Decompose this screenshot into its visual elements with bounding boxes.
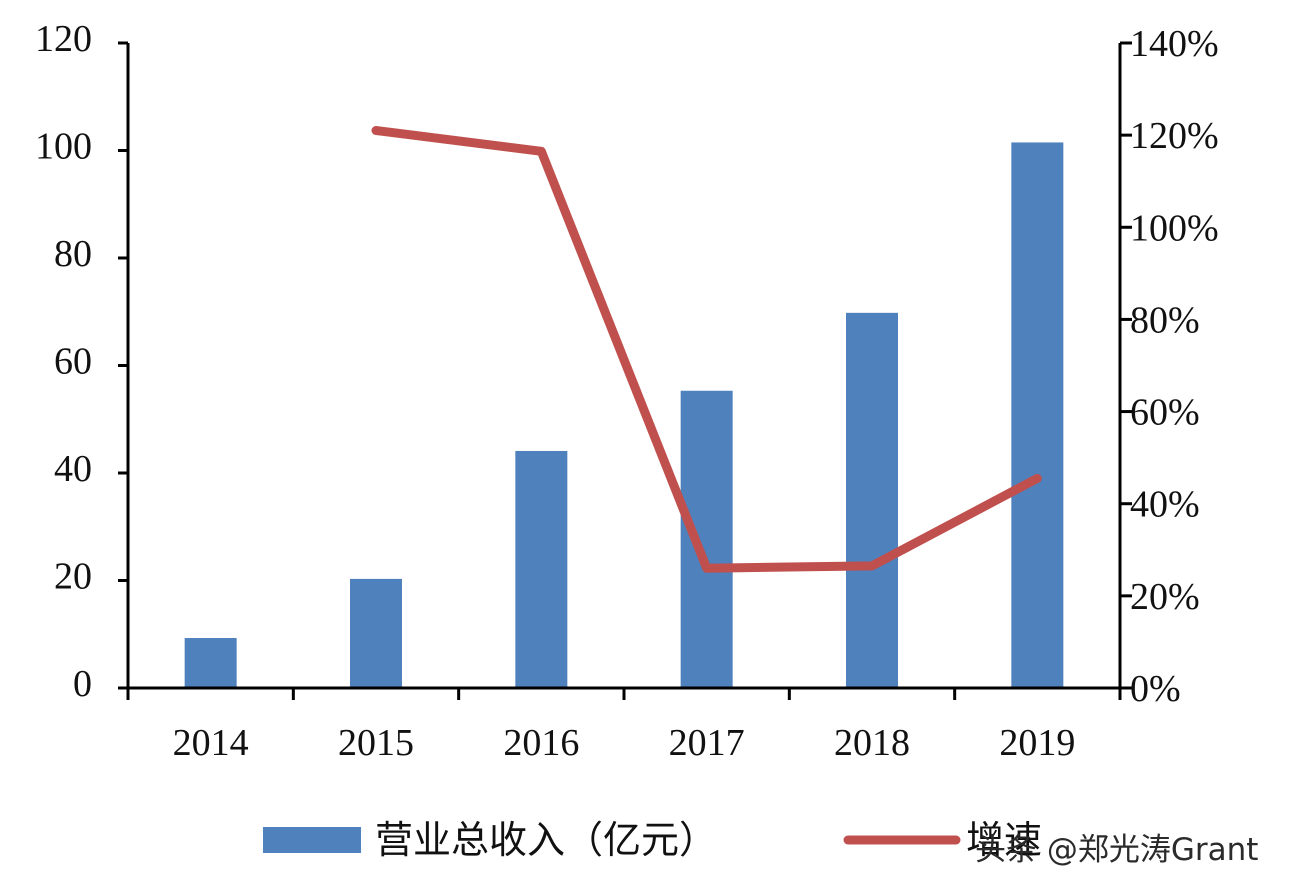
right-axis-tick-label: 0% <box>1130 668 1181 710</box>
bar-revenue-2014 <box>184 638 237 688</box>
left-axis-tick-label: 20 <box>54 556 92 598</box>
legend-swatch-revenue <box>263 827 361 853</box>
x-axis-tick-label: 2017 <box>669 722 745 764</box>
bar-revenue-2018 <box>846 312 898 688</box>
bar-revenue-2015 <box>350 578 402 688</box>
growth-point-2017 <box>704 566 709 571</box>
right-axis-tick-label: 20% <box>1130 576 1200 618</box>
left-axis-tick-label: 80 <box>54 233 92 275</box>
left-axis-tick-label: 100 <box>35 126 92 168</box>
growth-point-2015 <box>374 128 378 133</box>
legend-label-growth: 增速 <box>966 818 1042 862</box>
right-axis-tick-label: 60% <box>1130 392 1200 434</box>
x-axis-tick-label: 2018 <box>834 722 910 764</box>
right-axis-tick-label: 140% <box>1130 23 1219 65</box>
right-axis-tick-label: 120% <box>1130 115 1219 157</box>
growth-point-2019 <box>1035 476 1040 481</box>
x-axis-tick-label: 2015 <box>338 722 414 764</box>
growth-point-2018 <box>870 563 874 568</box>
watermark-text: 头条 @郑光涛Grant <box>975 832 1258 868</box>
bar-revenue-2016 <box>515 450 568 688</box>
left-axis-tick-label: 60 <box>54 341 92 383</box>
growth-point-2016 <box>539 149 544 154</box>
x-axis-tick-label: 2014 <box>173 722 249 764</box>
right-axis-tick-label: 100% <box>1130 207 1219 249</box>
left-axis-tick-label: 120 <box>35 18 92 60</box>
left-axis-tick-label: 0 <box>73 663 92 705</box>
right-axis-tick-label: 40% <box>1130 484 1200 526</box>
x-axis-tick-label: 2016 <box>503 722 579 764</box>
bar-revenue-2017 <box>680 390 733 688</box>
legend-label-revenue: 营业总收入（亿元） <box>375 818 717 862</box>
left-axis-tick-label: 40 <box>54 448 92 490</box>
right-axis-tick-label: 80% <box>1130 299 1200 341</box>
x-axis-tick-label: 2019 <box>999 722 1075 764</box>
bar-revenue-2019 <box>1011 142 1064 688</box>
